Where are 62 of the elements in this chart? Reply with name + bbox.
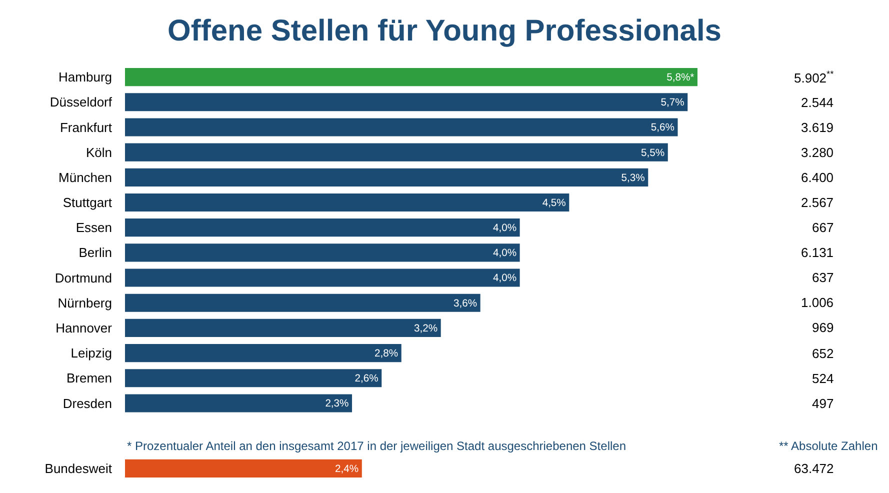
- y-tick-label: Essen: [76, 220, 112, 236]
- text: ** Absolute Zahlen: [779, 439, 878, 453]
- chart-title: Offene Stellen für Young Professionals: [168, 14, 722, 48]
- data-label: 2,8%: [374, 348, 398, 360]
- text: 3.619: [801, 120, 834, 135]
- text: 497: [812, 396, 834, 411]
- data-label: 4,0%: [492, 223, 517, 234]
- text: 969: [812, 320, 834, 335]
- y-tick-label: Hamburg: [58, 70, 112, 85]
- data-label: 4,0%: [492, 273, 517, 284]
- bar: [125, 268, 520, 287]
- annotation: * Prozentualer Anteil an den insgesamt 2017 in der jeweiligen Stadt ausgeschriebenen Stellen: [127, 439, 626, 453]
- data-label: 5,8%*: [666, 72, 694, 84]
- bar: [125, 118, 678, 136]
- y-tick-label: Düsseldorf: [50, 94, 112, 110]
- data-label: 5,7%: [660, 98, 684, 109]
- bar: [125, 93, 688, 112]
- bar: [125, 244, 520, 262]
- bar: [125, 294, 480, 312]
- bar: [125, 143, 668, 162]
- data-label: 5,5%: [641, 148, 665, 159]
- text: 637: [812, 270, 834, 285]
- text: 63.472: [794, 461, 834, 476]
- bar: [125, 168, 648, 186]
- text: 2.544: [801, 95, 834, 110]
- y-tick-label: Berlin: [78, 245, 112, 260]
- data-label: 4,5%: [542, 198, 566, 209]
- bar: [125, 68, 698, 86]
- text: 6.131: [801, 245, 834, 260]
- text: 2.567: [801, 195, 834, 210]
- y-tick-label: Leipzig: [70, 346, 112, 361]
- data-label: 3,2%: [414, 323, 438, 334]
- text: 667: [812, 220, 834, 235]
- text: 3.280: [801, 145, 834, 160]
- bar: [125, 344, 402, 362]
- y-tick-label: Stuttgart: [62, 195, 112, 210]
- data-label: 5,3%: [621, 172, 645, 184]
- y-tick-label: Dresden: [62, 396, 112, 411]
- data-label: 5,6%: [650, 122, 674, 134]
- text: 6.400: [801, 170, 834, 185]
- y-tick-label: Dortmund: [54, 270, 112, 286]
- text: 5.902$^{**}$: [794, 69, 834, 86]
- data-label: 2,4%: [335, 464, 359, 475]
- bar: [125, 318, 441, 337]
- data-label: 3,6%: [453, 298, 478, 310]
- y-tick-label: Köln: [86, 144, 112, 160]
- data-label: 4,0%: [492, 248, 517, 260]
- bar: [125, 394, 352, 412]
- text: 1.006: [801, 295, 834, 310]
- y-tick-label: Nürnberg: [58, 295, 112, 310]
- data-label: 2,6%: [354, 374, 378, 385]
- y-tick-label: München: [58, 170, 112, 185]
- data-label: 2,3%: [325, 398, 349, 410]
- y-tick-label: Frankfurt: [60, 120, 112, 135]
- y-tick-label: Bremen: [66, 370, 112, 386]
- bar: [125, 369, 382, 388]
- text: 524: [812, 371, 834, 386]
- y-tick-label: Bundesweit: [44, 461, 112, 476]
- text: 652: [812, 346, 834, 361]
- bar: [125, 218, 520, 237]
- bar: [125, 193, 570, 212]
- y-tick-label: Hannover: [56, 320, 113, 336]
